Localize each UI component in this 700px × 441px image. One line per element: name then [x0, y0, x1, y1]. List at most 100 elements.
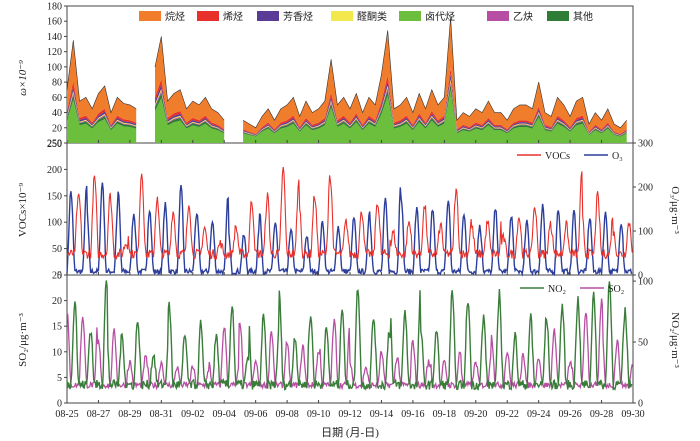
p1-ytick-label: 140 — [47, 32, 62, 43]
legend-swatch-6 — [547, 11, 569, 21]
vocs-o3-line-plot — [66, 166, 633, 277]
o3-y-label: O₃/μg·m⁻³ — [669, 186, 681, 234]
p2-left-tick-label: 50 — [52, 244, 62, 255]
no2-line — [66, 280, 633, 391]
p1-ytick-label: 160 — [47, 17, 62, 28]
p3-right-tick-label: 0 — [638, 399, 643, 410]
p2-left-tick-label: 0 — [57, 271, 62, 282]
p3-right-tick-label: 100 — [638, 277, 653, 288]
x-tick-label: 09-24 — [527, 409, 550, 420]
legend-so2-label: SO₂ — [608, 284, 624, 295]
area-outline-1 — [154, 36, 225, 121]
p2-left-tick-label: 200 — [47, 165, 62, 176]
so2-y-label: SO₂/μg·m⁻³ — [17, 312, 29, 366]
p2-right-tick-label: 200 — [638, 183, 653, 194]
x-tick-label: 08-29 — [118, 409, 141, 420]
x-tick-label: 09-28 — [590, 409, 613, 420]
area-layer-1-0 — [155, 36, 225, 130]
composition-legend: 烷烃 烯烃 芳香烃 醛酮类 卤代烃 乙炔 其他 — [139, 10, 593, 23]
vocs-y-label: VOCs×10⁻⁹ — [17, 183, 29, 238]
legend-label-5: 乙炔 — [513, 11, 533, 23]
x-tick-label: 09-22 — [496, 409, 519, 420]
x-tick-label: 08-31 — [150, 409, 173, 420]
legend-o3-label: O₃ — [612, 151, 623, 162]
p2-left-tick-label: 150 — [47, 191, 62, 202]
legend-swatch-2 — [257, 11, 279, 21]
legend-label-4: 卤代烃 — [425, 10, 455, 23]
p2-left-tick-label: 250 — [47, 139, 62, 150]
p2-top-tick-label: 250 — [47, 139, 62, 150]
legend-swatch-0 — [139, 11, 161, 21]
no2-so2-legend: NO₂ SO₂ — [520, 284, 624, 295]
x-tick-label: 09-12 — [338, 409, 361, 420]
area-layer-1-2 — [155, 84, 225, 132]
p3-left-tick-label: 0 — [57, 399, 62, 410]
area-layer-0-6 — [67, 94, 137, 131]
x-tick-label: 09-02 — [181, 409, 204, 420]
legend-swatch-1 — [197, 11, 219, 21]
p3-left-tick-label: 25 — [52, 271, 62, 282]
legend-label-0: 烷烃 — [165, 10, 185, 23]
p1-ytick-label: 120 — [47, 47, 62, 58]
p3-left-tick-label: 20 — [52, 296, 62, 307]
x-tick-label: 09-26 — [558, 409, 581, 420]
p3-right-tick-label: 50 — [638, 338, 648, 349]
legend-swatch-5 — [487, 11, 509, 21]
x-tick-label: 09-30 — [621, 409, 644, 420]
x-tick-label: 09-20 — [464, 409, 487, 420]
p1-ytick-label: 60 — [52, 93, 62, 104]
p2-right-tick-label: 100 — [638, 227, 653, 238]
area-layer-1-4 — [155, 98, 225, 143]
p1-ytick-label: 20 — [52, 123, 62, 134]
area-layer-1-6 — [155, 92, 225, 134]
p2-right-tick-label: 0 — [638, 271, 643, 282]
composition-y-label: ω×10⁻⁹ — [17, 60, 29, 96]
x-tick-label: 09-14 — [370, 409, 393, 420]
composition-area-plot — [66, 17, 627, 143]
area-layer-2-4 — [243, 90, 627, 143]
p1-ytick-label: 40 — [52, 108, 62, 119]
x-tick-label: 09-06 — [244, 409, 267, 420]
x-axis-label: 日期 (月-日) — [321, 426, 379, 439]
area-layer-0-3 — [67, 90, 137, 129]
legend-swatch-4 — [399, 11, 421, 21]
x-tick-label: 09-10 — [307, 409, 330, 420]
legend-vocs-label: VOCs — [545, 151, 570, 162]
vocs-line — [66, 166, 633, 261]
o3-line — [66, 182, 633, 277]
no2-so2-line-plot — [66, 280, 633, 391]
area-layer-1-1 — [155, 79, 225, 131]
p1-ytick-label: 80 — [52, 78, 62, 89]
legend-label-2: 芳香烃 — [283, 10, 313, 23]
axes-ticks-and-labels: 0204060801001201401601800501001502002500… — [47, 2, 653, 421]
area-layer-0-0 — [67, 40, 137, 125]
x-tick-label: 09-04 — [213, 409, 236, 420]
p2-right-tick-label: 300 — [638, 139, 653, 150]
area-layer-1-5 — [155, 90, 225, 133]
area-layer-0-2 — [67, 86, 137, 128]
p1-ytick-label: 0 — [57, 139, 62, 150]
p1-ytick-label: 100 — [47, 62, 62, 73]
p3-left-tick-label: 5 — [57, 373, 62, 384]
legend-swatch-3 — [331, 11, 353, 21]
area-outline-0 — [66, 40, 137, 114]
p3-left-tick-label: 10 — [52, 347, 62, 358]
x-tick-label: 08-25 — [55, 409, 78, 420]
area-layer-0-1 — [67, 81, 137, 127]
legend-label-1: 烯烃 — [223, 10, 243, 23]
no2-y-label: NO₂/μg·m⁻³ — [669, 312, 681, 368]
vocs-o3-legend: VOCs O₃ — [517, 151, 623, 162]
legend-label-3: 醛酮类 — [357, 10, 387, 23]
x-tick-label: 09-08 — [275, 409, 298, 420]
legend-label-6: 其他 — [573, 10, 593, 23]
area-layer-1-3 — [155, 88, 225, 132]
area-layer-0-5 — [67, 92, 137, 129]
so2-line — [66, 298, 633, 391]
p2-left-tick-label: 100 — [47, 218, 62, 229]
area-outline-2 — [242, 17, 627, 129]
area-layer-2-0 — [243, 17, 627, 134]
x-tick-label: 08-27 — [87, 409, 110, 420]
area-layer-0-4 — [67, 99, 137, 143]
x-tick-label: 09-16 — [401, 409, 424, 420]
